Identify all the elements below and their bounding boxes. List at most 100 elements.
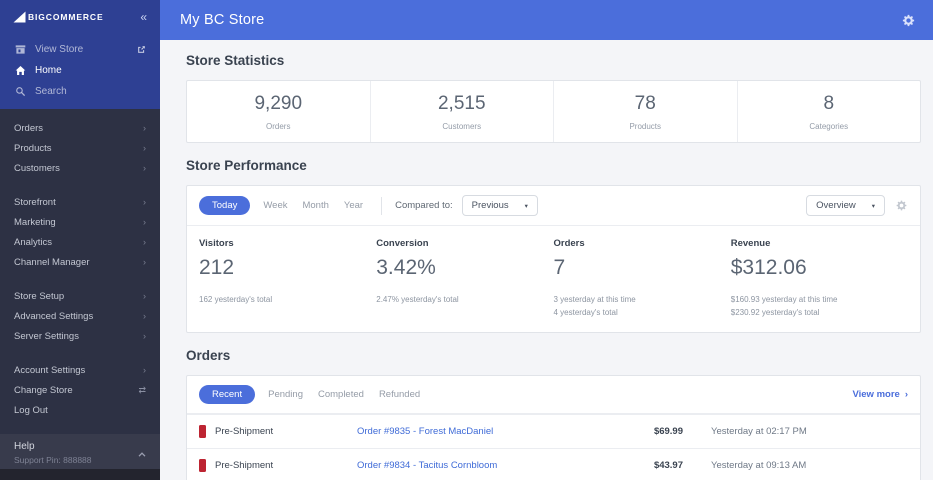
sidebar-item-label: Storefront — [14, 196, 56, 208]
store-icon — [14, 44, 26, 55]
sidebar-item-home[interactable]: Home — [13, 60, 147, 81]
order-amount: $69.99 — [653, 426, 683, 438]
top-header: My BC Store — [160, 0, 933, 40]
chevron-right-icon: › — [143, 364, 146, 375]
sidebar-item-channel-manager[interactable]: Channel Manager › — [0, 252, 160, 272]
chevron-right-icon: › — [143, 196, 146, 207]
sidebar-item-storefront[interactable]: Storefront › — [0, 192, 160, 212]
home-icon — [14, 65, 26, 76]
order-timestamp: Yesterday at 09:13 AM — [711, 460, 807, 472]
dashboard-content: Store Statistics 9,290 Orders 2,515 Cust… — [160, 40, 933, 480]
sidebar-item-orders[interactable]: Orders › — [0, 118, 160, 138]
tab-month[interactable]: Month — [302, 200, 329, 211]
view-more-link[interactable]: View more › — [852, 389, 908, 401]
metric-orders: Orders 7 3 yesterday at this time 4 yest… — [554, 238, 731, 319]
sidebar-item-label: Search — [35, 86, 67, 97]
tab-today[interactable]: Today — [199, 196, 251, 215]
metric-label: Orders — [553, 238, 585, 249]
sidebar-item-search[interactable]: Search — [13, 81, 147, 102]
metric-value: $312.06 — [730, 256, 807, 279]
bigcommerce-logo-icon — [13, 11, 26, 23]
order-status: Pre-Shipment — [199, 425, 357, 439]
sidebar-item-label: Home — [35, 65, 62, 76]
page-title: My BC Store — [180, 12, 265, 28]
store-statistics-heading: Store Statistics — [186, 53, 285, 68]
orders-toolbar: Recent Pending Completed Refunded View m… — [187, 376, 920, 415]
performance-toolbar: Today Week Month Year Compared to: Previ… — [187, 186, 920, 226]
tab-recent[interactable]: Recent — [199, 385, 256, 405]
sidebar-item-label: Customers — [14, 162, 60, 174]
chevron-right-icon: › — [143, 310, 146, 321]
sidebar-item-label: Server Settings — [14, 330, 79, 342]
stat-customers: 2,515 Customers — [371, 81, 554, 142]
chevron-right-icon: › — [143, 216, 146, 227]
tab-refunded[interactable]: Refunded — [378, 389, 421, 401]
orders-heading: Orders — [186, 348, 231, 364]
order-status: Pre-Shipment — [199, 459, 357, 473]
metric-subtext: $160.93 yesterday at this time — [730, 295, 838, 304]
stat-value: 9,290 — [254, 93, 303, 114]
settings-gear-icon[interactable] — [901, 13, 916, 28]
sidebar-item-server-settings[interactable]: Server Settings › — [0, 326, 160, 346]
sidebar-item-customers[interactable]: Customers › — [0, 158, 160, 178]
tab-year[interactable]: Year — [343, 200, 364, 211]
chevron-right-icon: › — [143, 162, 146, 173]
order-link[interactable]: Order #9834 - Tacitus Cornbloom — [357, 460, 498, 472]
external-link-icon — [137, 45, 146, 54]
sidebar-item-label: Store Setup — [14, 290, 65, 302]
sidebar-item-label: Analytics — [14, 236, 53, 248]
metric-subtext: 4 yesterday's total — [553, 308, 618, 318]
stat-label: Categories — [809, 122, 849, 131]
performance-settings-gear-icon[interactable] — [895, 199, 908, 212]
compared-to-select[interactable]: Previous ▾ — [461, 195, 538, 216]
metric-label: Revenue — [730, 238, 771, 249]
sidebar-item-label: Products — [14, 142, 52, 154]
chevron-right-icon: › — [143, 330, 146, 341]
stat-label: Customers — [442, 122, 482, 131]
metric-conversion: Conversion 3.42% 2.47% yesterday's total — [376, 238, 553, 319]
sidebar-item-analytics[interactable]: Analytics › — [0, 232, 160, 252]
sidebar-item-products[interactable]: Products › — [0, 138, 160, 158]
view-select[interactable]: Overview ▾ — [806, 195, 885, 216]
order-link[interactable]: Order #9835 - Forest MacDaniel — [357, 426, 494, 438]
store-performance-panel: Today Week Month Year Compared to: Previ… — [186, 185, 921, 334]
sidebar-item-change-store[interactable]: Change Store ⇄ — [0, 380, 160, 400]
help-panel[interactable]: Help Support Pin: 888888 — [0, 434, 160, 470]
metric-visitors: Visitors 212 162 yesterday's total — [199, 238, 376, 319]
sidebar-item-account-settings[interactable]: Account Settings › — [0, 360, 160, 380]
sidebar: BIGCOMMERCE « View Store Home — [0, 0, 160, 480]
search-icon — [14, 86, 26, 97]
sidebar-item-view-store[interactable]: View Store — [13, 39, 147, 60]
chevron-right-icon: › — [143, 290, 146, 301]
metric-subtext: 162 yesterday's total — [199, 295, 273, 304]
stat-value: 8 — [823, 93, 835, 114]
stat-value: 78 — [634, 93, 656, 114]
sidebar-item-store-setup[interactable]: Store Setup › — [0, 286, 160, 306]
metric-label: Visitors — [199, 238, 234, 249]
status-badge — [199, 425, 206, 439]
stat-label: Orders — [266, 122, 291, 131]
performance-metrics: Visitors 212 162 yesterday's total Conve… — [187, 226, 920, 332]
sidebar-item-label: Log Out — [14, 404, 48, 416]
help-label: Help — [14, 441, 35, 453]
sidebar-item-log-out[interactable]: Log Out — [0, 400, 160, 420]
tab-pending[interactable]: Pending — [268, 389, 303, 401]
stat-categories: 8 Categories — [738, 81, 921, 142]
metric-subtext: 3 yesterday at this time — [553, 295, 636, 304]
tab-week[interactable]: Week — [263, 200, 288, 211]
tab-completed[interactable]: Completed — [317, 389, 364, 401]
sidebar-item-advanced-settings[interactable]: Advanced Settings › — [0, 306, 160, 326]
collapse-sidebar-icon[interactable]: « — [140, 10, 147, 24]
compared-to-label: Compared to: — [395, 200, 453, 211]
sidebar-item-label: Account Settings — [14, 364, 86, 376]
chevron-up-icon — [138, 444, 146, 462]
sidebar-item-label: Channel Manager — [14, 256, 90, 268]
metric-subtext: 2.47% yesterday's total — [376, 295, 459, 304]
stat-value: 2,515 — [437, 93, 486, 114]
stat-orders: 9,290 Orders — [187, 81, 371, 142]
chevron-right-icon: › — [904, 389, 908, 401]
orders-panel: Recent Pending Completed Refunded View m… — [186, 375, 921, 480]
sidebar-item-marketing[interactable]: Marketing › — [0, 212, 160, 232]
divider — [381, 196, 383, 215]
